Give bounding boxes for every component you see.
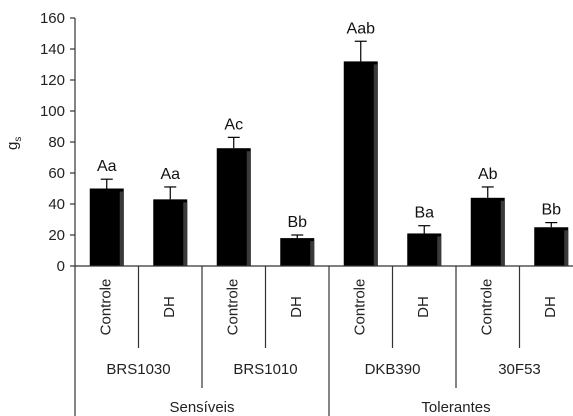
y-tick-label: 80 [48,134,65,151]
y-axis-label-main: g [4,142,21,150]
treatment-label: Controle [98,279,115,336]
significance-label: Aa [160,166,180,183]
y-axis-label-subscript: s [13,137,24,142]
y-tick-label: 60 [48,165,65,182]
y-tick-label: 0 [57,258,65,275]
treatment-label: DH [542,296,559,318]
cultivar-label: DKB390 [365,361,421,378]
treatment-label: DH [161,296,178,318]
bar-shade [564,230,569,266]
significance-label: Aab [347,20,376,37]
treatment-label: DH [288,296,305,318]
bar-shade [437,236,442,266]
group-label: Tolerantes [421,399,490,416]
y-tick-label: 120 [40,72,65,89]
bar [470,197,505,266]
bar-shade [246,151,251,266]
y-tick-label: 100 [40,103,65,120]
y-axis-label: gs [4,137,24,150]
y-tick-label: 160 [40,10,65,27]
y-tick-label: 40 [48,196,65,213]
cultivar-label: BRS1030 [106,361,170,378]
significance-label: Aa [97,158,117,175]
bar [280,238,315,266]
y-tick-label: 20 [48,227,65,244]
treatment-label: Controle [479,279,496,336]
y-tick-label: 140 [40,41,65,58]
group-label: Sensíveis [169,399,234,416]
treatment-label: Controle [225,279,242,336]
bar [216,148,251,266]
bar-shade [119,191,124,266]
category-axis: Controle DH Controle DH Controle DH Controle DH… [74,265,573,416]
bar [343,61,378,267]
cultivar-label: BRS1010 [233,361,297,378]
bar [534,227,569,266]
bar-shade [310,241,315,266]
significance-label: Ac [224,116,243,133]
cultivar-label: 30F53 [498,361,541,378]
treatment-label: DH [415,296,432,318]
bars: Aa Aa Ac Bb Aab Ba Ab Bb [89,20,569,267]
significance-label: Bb [541,202,561,219]
significance-label: Ba [414,205,434,222]
significance-label: Ab [478,166,498,183]
y-axis: 0 20 40 60 80 100 120 140 160 [40,10,76,275]
treatment-label: Controle [352,279,369,336]
bar-shade [373,64,378,267]
significance-label: Bb [287,214,307,231]
bar-shade [183,202,188,266]
bar [153,199,188,266]
bar-shade [500,200,505,266]
bar [407,233,442,266]
bar [89,188,124,266]
